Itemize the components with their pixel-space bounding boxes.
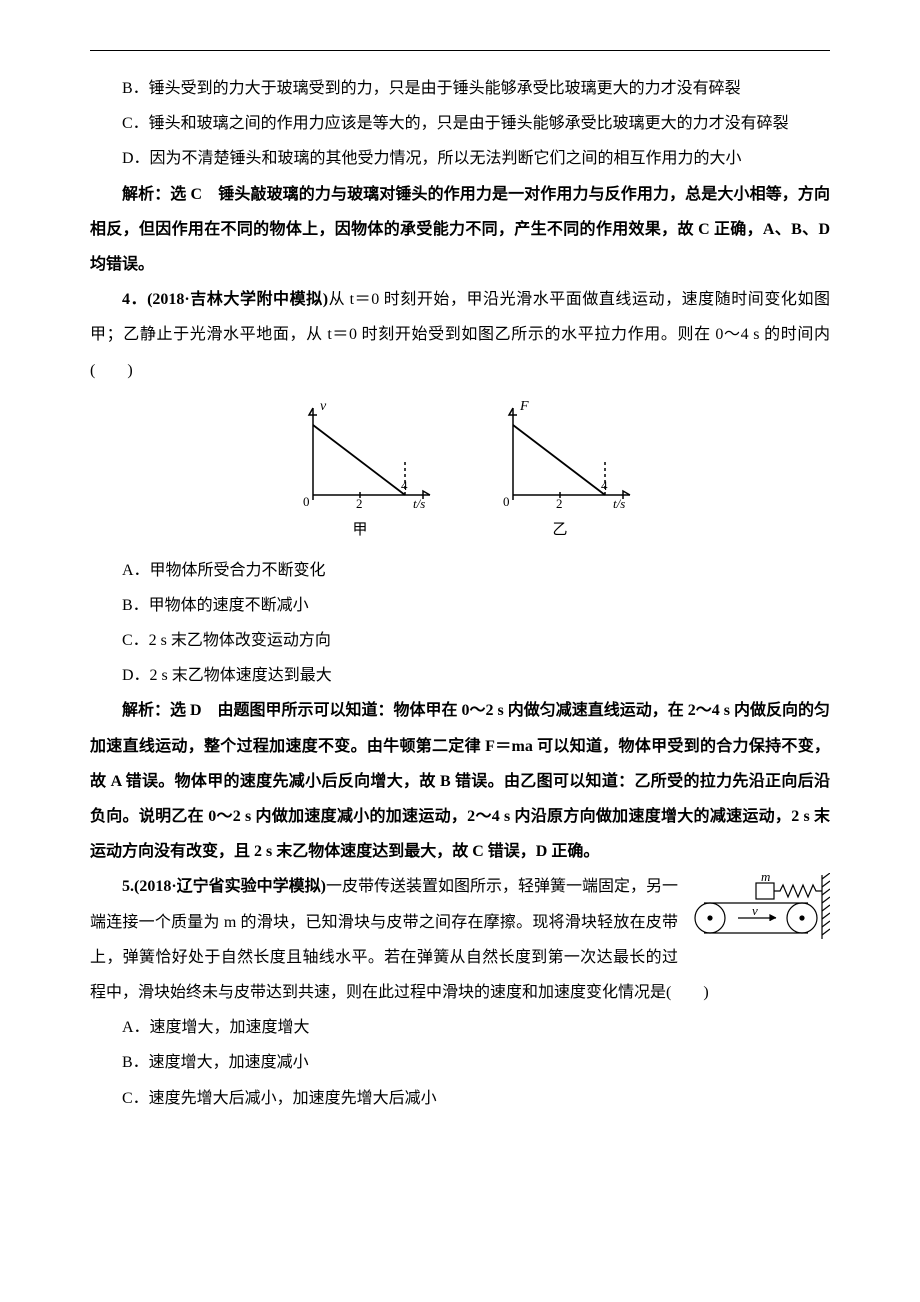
q5-stem-body: 一皮带传送装置如图所示，轻弹簧一端固定，另一端连接一个质量为 m 的滑块，已知滑… xyxy=(90,878,709,1001)
tick-4: 4 xyxy=(401,478,408,493)
tick-2r: 2 xyxy=(556,496,563,510)
q5-option-c: C．速度先增大后减小，加速度先增大后减小 xyxy=(90,1081,830,1116)
q4-stem: 4．(2018·吉林大学附中模拟)从 t＝0 时刻开始，甲沿光滑水平面做直线运动… xyxy=(90,282,830,388)
q5-option-b: B．速度增大，加速度减小 xyxy=(90,1045,830,1080)
velocity-label: v xyxy=(752,903,758,918)
q5-stem-lead: 5.(2018·辽宁省实验中学模拟) xyxy=(122,878,326,895)
q4-option-d: D．2 s 末乙物体速度达到最大 xyxy=(90,658,830,693)
tick-4r: 4 xyxy=(601,478,608,493)
q4-option-c: C．2 s 末乙物体改变运动方向 xyxy=(90,623,830,658)
q4-diagram-right: F 0 2 4 t/s 乙 xyxy=(485,400,635,547)
top-rule xyxy=(90,50,830,51)
q4-caption-right: 乙 xyxy=(552,514,567,547)
q5-option-a: A．速度增大，加速度增大 xyxy=(90,1010,830,1045)
q4-option-b: B．甲物体的速度不断减小 xyxy=(90,588,830,623)
axis-v-label: v xyxy=(320,400,327,414)
tick-2: 2 xyxy=(356,496,363,510)
tick-0: 0 xyxy=(303,494,310,509)
q3-analysis: 解析：选 C 锤头敲玻璃的力与玻璃对锤头的作用力是一对作用力与反作用力，总是大小… xyxy=(90,177,830,283)
ft-graph-icon: F 0 2 4 t/s xyxy=(485,400,635,510)
q4-diagrams: v 0 2 4 t/s 甲 F 0 2 4 t/s 乙 xyxy=(90,400,830,547)
q4-diagram-left: v 0 2 4 t/s 甲 xyxy=(285,400,435,547)
vt-graph-icon: v 0 2 4 t/s xyxy=(285,400,435,510)
q5-diagram: m v xyxy=(690,873,830,956)
axis-f-label: F xyxy=(519,400,529,414)
q4-option-a: A．甲物体所受合力不断变化 xyxy=(90,553,830,588)
q3-option-c: C．锤头和玻璃之间的作用力应该是等大的，只是由于锤头能够承受比玻璃更大的力才没有… xyxy=(90,106,830,141)
conveyor-spring-icon: m v xyxy=(690,873,830,943)
q3-option-b: B．锤头受到的力大于玻璃受到的力，只是由于锤头能够承受比玻璃更大的力才没有碎裂 xyxy=(90,71,830,106)
axis-x-label: t/s xyxy=(413,496,425,510)
mass-label: m xyxy=(761,873,770,884)
tick-0r: 0 xyxy=(503,494,510,509)
q4-caption-left: 甲 xyxy=(352,514,367,547)
q4-stem-lead: 4．(2018·吉林大学附中模拟) xyxy=(122,291,328,308)
q4-analysis: 解析：选 D 由题图甲所示可以知道：物体甲在 0～2 s 内做匀减速直线运动，在… xyxy=(90,693,830,869)
axis-x-label-r: t/s xyxy=(613,496,625,510)
q3-option-d: D．因为不清楚锤头和玻璃的其他受力情况，所以无法判断它们之间的相互作用力的大小 xyxy=(90,141,830,176)
